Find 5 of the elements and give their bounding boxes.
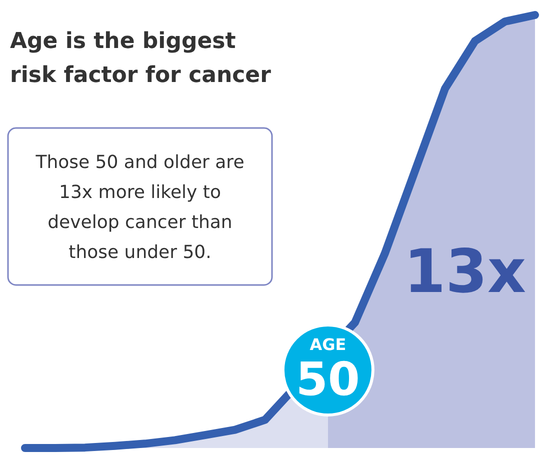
age-badge: AGE 50 — [281, 324, 374, 416]
annotation: 13x — [404, 237, 526, 307]
annotation: Those 50 and older are 13x more likely to develop cancer than those under 50. — [34, 152, 244, 263]
annotation: AGE 50 — [296, 335, 360, 406]
text: Age is the biggest risk factor for cancer — [10, 29, 272, 88]
